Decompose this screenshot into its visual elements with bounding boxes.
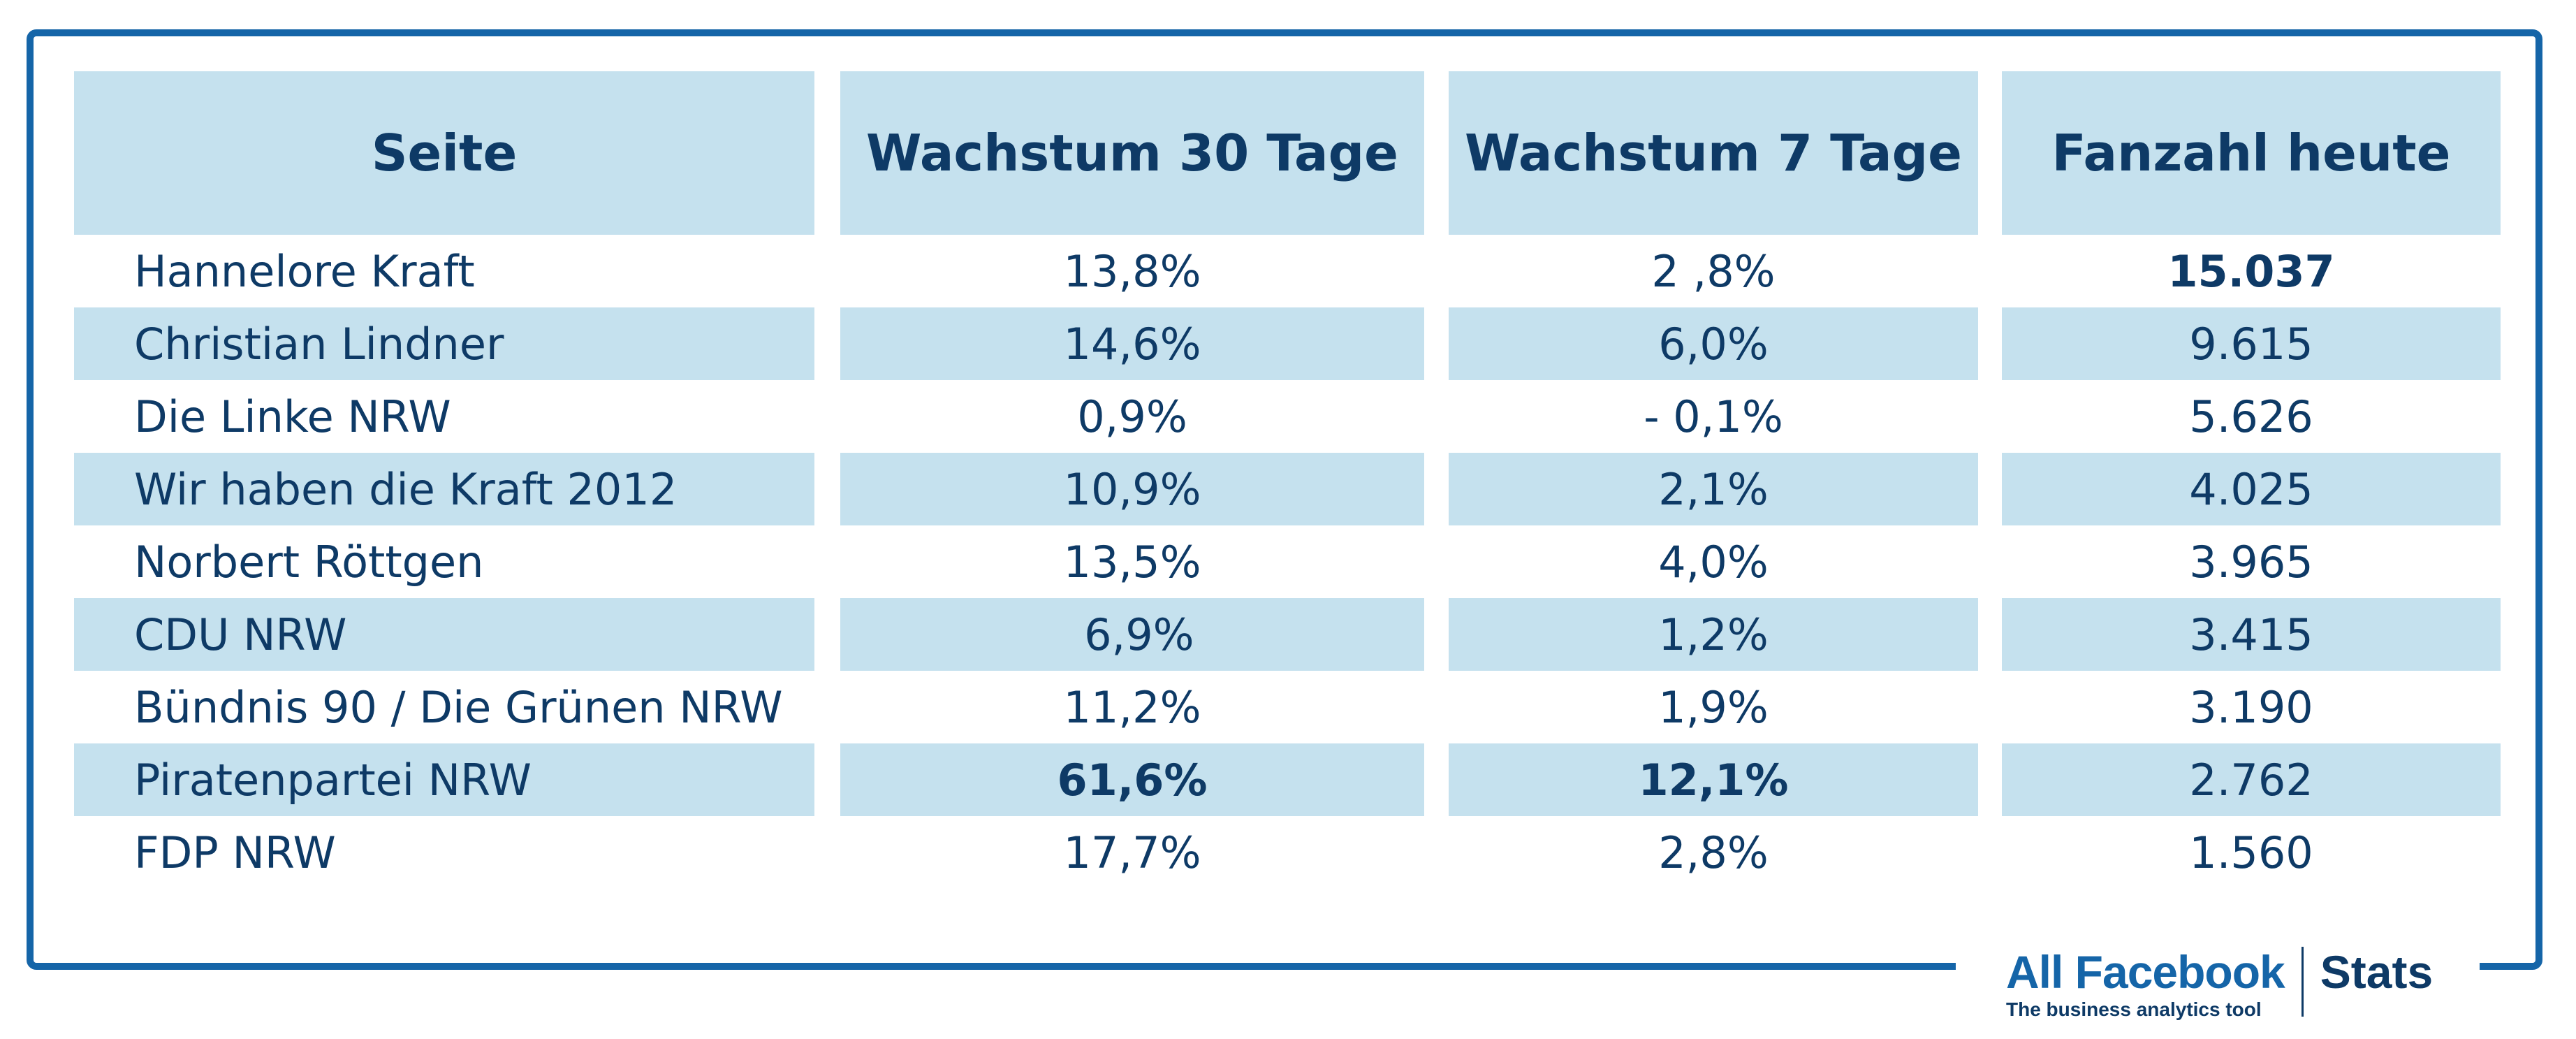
header-wachstum-7: Wachstum 7 Tage <box>1449 71 1978 235</box>
logo-brand-block: All Facebook The business analytics tool <box>2006 947 2285 1021</box>
table-row: Piratenpartei NRW 61,6% 12,1% 2.762 <box>74 743 2501 816</box>
cell-growth30: 13,8% <box>1063 245 1201 297</box>
cell-page: Die Linke NRW <box>134 391 451 442</box>
table-row: FDP NRW 17,7% 2,8% 1.560 <box>74 816 2495 889</box>
header-fanzahl: Fanzahl heute <box>2002 71 2501 235</box>
table-row: Hannelore Kraft 13,8% 2 ,8% 15.037 <box>74 235 2495 307</box>
cell-page: Piratenpartei NRW <box>74 743 814 816</box>
cell-growth30: 17,7% <box>1063 827 1201 878</box>
table-row: Bündnis 90 / Die Grünen NRW 11,2% 1,9% 3… <box>74 671 2495 743</box>
cell-fans: 5.626 <box>2189 391 2313 442</box>
cell-growth30: 11,2% <box>1063 681 1201 733</box>
cell-page: Bündnis 90 / Die Grünen NRW <box>134 681 783 733</box>
cell-growth30: 10,9% <box>840 453 1424 525</box>
cell-fans: 1.560 <box>2189 827 2313 878</box>
logo-tagline: The business analytics tool <box>2006 998 2262 1020</box>
table-row: Christian Lindner 14,6% 6,0% 9.615 <box>74 307 2501 380</box>
cell-growth30: 13,5% <box>1063 536 1201 588</box>
cell-fans: 2.762 <box>2002 743 2501 816</box>
cell-growth30: 61,6% <box>840 743 1424 816</box>
cell-growth30: 14,6% <box>840 307 1424 380</box>
cell-growth7: 4,0% <box>1658 536 1769 588</box>
cell-fans: 15.037 <box>2167 245 2335 297</box>
cell-growth7: 2,1% <box>1449 453 1978 525</box>
cell-page: Hannelore Kraft <box>134 245 475 297</box>
table-row: Wir haben die Kraft 2012 10,9% 2,1% 4.02… <box>74 453 2501 525</box>
table-row: Die Linke NRW 0,9% - 0,1% 5.626 <box>74 380 2495 453</box>
header-seite: Seite <box>74 71 814 235</box>
cell-page: CDU NRW <box>74 598 814 671</box>
cell-fans: 9.615 <box>2002 307 2501 380</box>
cell-growth7: 1,9% <box>1658 681 1769 733</box>
logo-divider <box>2301 947 2304 1017</box>
cell-growth30: 0,9% <box>1077 391 1187 442</box>
cell-growth30: 6,9% <box>840 598 1424 671</box>
header-wachstum-30: Wachstum 30 Tage <box>840 71 1424 235</box>
stats-table: Seite Wachstum 30 Tage Wachstum 7 Tage F… <box>74 71 2501 889</box>
logo-brand: All Facebook <box>2006 946 2285 998</box>
cell-growth7: - 0,1% <box>1644 391 1783 442</box>
cell-fans: 3.415 <box>2002 598 2501 671</box>
table-row: Norbert Röttgen 13,5% 4,0% 3.965 <box>74 525 2495 598</box>
cell-page: Norbert Röttgen <box>134 536 484 588</box>
cell-page: Christian Lindner <box>74 307 814 380</box>
table-header-row: Seite Wachstum 30 Tage Wachstum 7 Tage F… <box>74 71 2501 235</box>
cell-fans: 3.190 <box>2189 681 2313 733</box>
table-row: CDU NRW 6,9% 1,2% 3.415 <box>74 598 2501 671</box>
cell-growth7: 6,0% <box>1449 307 1978 380</box>
cell-growth7: 2,8% <box>1658 827 1769 878</box>
cell-growth7: 2 ,8% <box>1651 245 1776 297</box>
cell-page: FDP NRW <box>134 827 336 878</box>
cell-fans: 4.025 <box>2002 453 2501 525</box>
cell-growth7: 12,1% <box>1449 743 1978 816</box>
cell-growth7: 1,2% <box>1449 598 1978 671</box>
cell-fans: 3.965 <box>2189 536 2313 588</box>
table-body: Hannelore Kraft 13,8% 2 ,8% 15.037 Chris… <box>74 235 2501 889</box>
table-frame <box>27 29 2542 970</box>
cell-page: Wir haben die Kraft 2012 <box>74 453 814 525</box>
logo-product: Stats <box>2320 946 2434 998</box>
allfacebook-stats-logo: All Facebook The business analytics tool… <box>1991 946 2449 1024</box>
